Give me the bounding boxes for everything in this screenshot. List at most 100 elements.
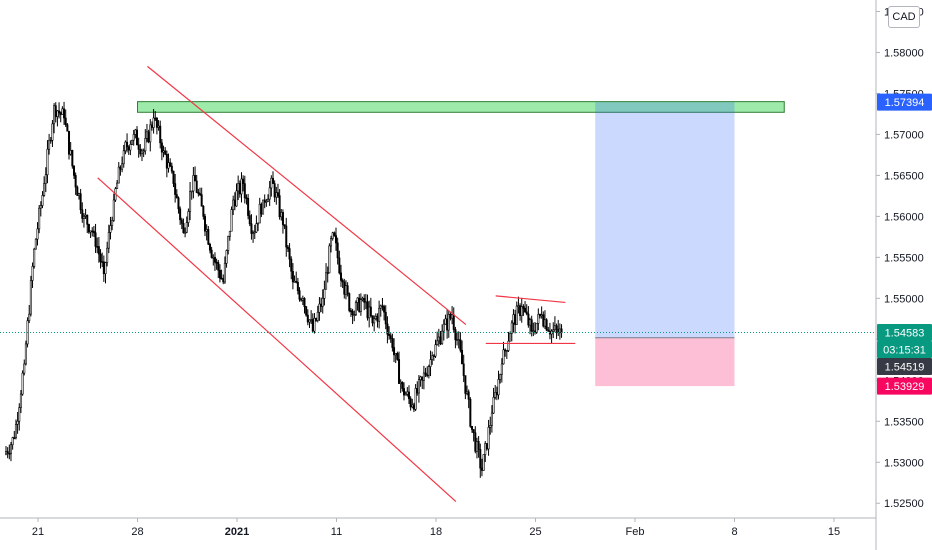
time-tick-label: 21 (32, 526, 44, 538)
candle (194, 166, 197, 182)
price-tags-layer: 1.57394 1.54583 03:15:31 1.54519 1.53929 (877, 93, 932, 395)
candle (527, 306, 530, 328)
candle (121, 156, 124, 173)
candle (14, 419, 17, 440)
candle (232, 195, 235, 215)
price-tag: 1.54519 (877, 358, 932, 376)
candle (72, 165, 75, 179)
position-stop-zone[interactable] (595, 337, 735, 387)
candle (451, 306, 454, 325)
position-target-zone[interactable] (595, 102, 735, 338)
candle (485, 443, 488, 451)
candle (509, 331, 512, 342)
long-position-layer[interactable] (595, 102, 735, 387)
candle (271, 171, 274, 184)
candle (92, 225, 95, 237)
candle (238, 180, 241, 198)
candle (280, 209, 283, 221)
candle (442, 319, 445, 341)
candle (439, 331, 442, 346)
candle (134, 128, 137, 139)
candle (275, 186, 278, 205)
candle (419, 375, 422, 387)
candle (348, 292, 351, 313)
candle (487, 419, 490, 456)
candle (189, 181, 192, 221)
channel-line-1[interactable] (147, 65, 467, 326)
candle (77, 192, 80, 200)
candle (177, 196, 180, 214)
candle (361, 296, 364, 302)
candle (373, 315, 376, 332)
candle (479, 443, 482, 478)
candle (467, 389, 470, 409)
candle (137, 137, 140, 158)
resistance-zone[interactable] (137, 101, 785, 113)
candle (416, 381, 419, 396)
candle (454, 326, 457, 349)
candle (543, 310, 546, 329)
candle (96, 237, 99, 254)
candle (157, 120, 160, 131)
candle (560, 324, 563, 338)
candle (316, 305, 319, 323)
candle (172, 170, 175, 188)
candle (212, 254, 215, 266)
candle (205, 224, 208, 241)
candle (300, 297, 303, 302)
candle (109, 216, 112, 240)
candle (303, 297, 306, 314)
candle (417, 374, 420, 403)
candle (87, 223, 90, 234)
candle (227, 235, 230, 255)
candle (255, 215, 258, 233)
candle (162, 145, 165, 158)
candle (215, 258, 218, 270)
candle (414, 384, 417, 412)
candle (462, 354, 465, 383)
candle (107, 224, 110, 254)
candle (353, 310, 356, 322)
candle (51, 119, 54, 148)
candle (524, 301, 527, 313)
candle (54, 102, 57, 123)
candle (167, 153, 170, 173)
candle (9, 441, 12, 462)
time-tick-label: 25 (529, 526, 541, 538)
candle (290, 256, 293, 280)
candle (99, 249, 102, 269)
candle (358, 293, 361, 313)
candle (278, 189, 281, 220)
price-tag-label: 03:15:31 (883, 345, 926, 357)
candle (349, 307, 352, 317)
candle (291, 263, 294, 290)
price-axis-labels: 1.525001.530001.535001.540001.545001.550… (876, 6, 924, 510)
currency-badge[interactable]: CAD (888, 6, 920, 28)
candle (180, 217, 183, 230)
candle (540, 306, 543, 319)
candle (263, 194, 266, 209)
pattern-line-1[interactable] (495, 295, 566, 304)
channel-line-2[interactable] (97, 177, 457, 503)
candle (34, 238, 37, 250)
candle (404, 391, 407, 396)
candle (469, 397, 472, 428)
candle (253, 224, 256, 240)
candle (19, 389, 22, 414)
time-tick-label: 11 (331, 526, 342, 538)
trend-lines-layer[interactable] (97, 65, 576, 503)
candle (59, 111, 62, 123)
candle (142, 148, 145, 158)
candle (475, 437, 478, 459)
candle (247, 193, 250, 220)
candle (552, 322, 555, 339)
candle (169, 158, 172, 167)
candle (273, 180, 276, 203)
candle (102, 255, 105, 282)
candle (126, 133, 129, 153)
candle (21, 370, 24, 396)
candle (492, 387, 495, 414)
candle (174, 173, 177, 203)
candle (111, 216, 114, 231)
